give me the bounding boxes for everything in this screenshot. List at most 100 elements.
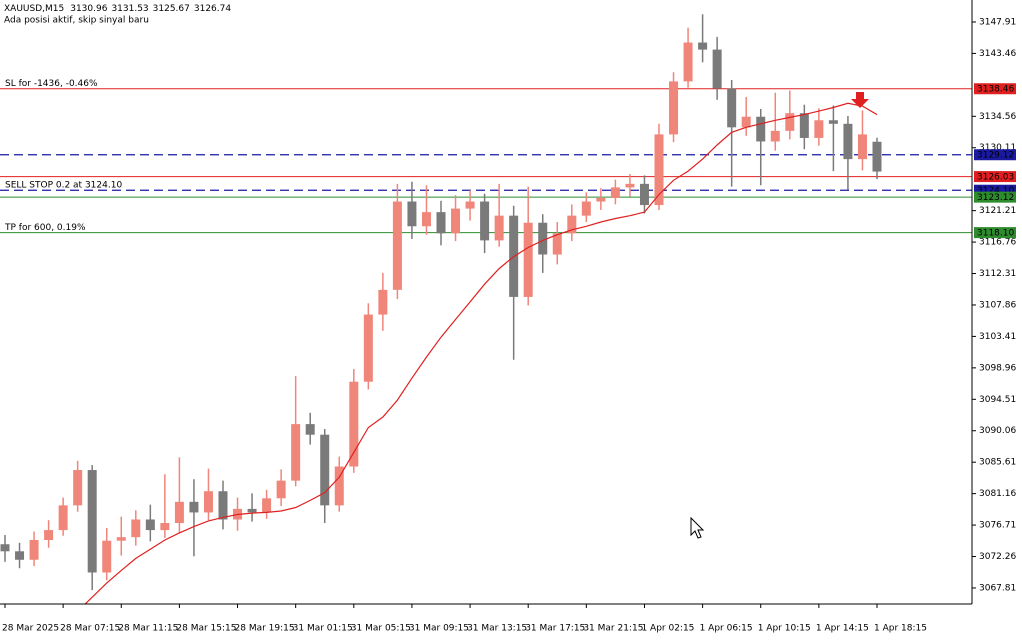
candle-body — [567, 215, 577, 234]
candle-body — [349, 381, 359, 467]
y-tick-label: 3094.51 — [979, 395, 1016, 405]
x-tick-label: 31 Mar 05:15 — [351, 624, 411, 634]
candle-body — [44, 530, 54, 540]
candle-body — [203, 491, 213, 513]
candle-body — [828, 120, 838, 124]
y-tick-label: 3098.96 — [979, 363, 1016, 373]
candle-body — [669, 81, 679, 135]
candle-body — [407, 201, 417, 227]
candle-body — [363, 314, 373, 382]
candle-body — [465, 201, 475, 209]
x-tick-label: 31 Mar 21:15 — [583, 624, 643, 634]
candle-body — [218, 491, 228, 520]
candle-body — [116, 537, 126, 541]
x-tick-label: 28 Mar 15:15 — [176, 624, 236, 634]
x-tick-label: 28 Mar 19:15 — [235, 624, 295, 634]
candle-body — [145, 519, 155, 531]
x-tick-label: 31 Mar 01:15 — [293, 624, 353, 634]
candle-body — [276, 480, 286, 499]
level-price-label: 3123.12 — [977, 193, 1014, 203]
x-tick-label: 1 Apr 14:15 — [816, 624, 869, 634]
candle-body — [131, 519, 141, 538]
candle-body — [189, 501, 199, 513]
level-price-box — [974, 191, 1016, 203]
candle-body — [305, 424, 315, 435]
candle-body — [581, 201, 591, 216]
moving-average-line — [84, 102, 878, 604]
candle-body — [29, 539, 39, 560]
y-tick-label: 3072.26 — [979, 552, 1016, 562]
candle-body — [102, 540, 112, 573]
candle-body — [814, 120, 824, 138]
candle-body — [538, 222, 548, 255]
candle-body — [262, 498, 272, 513]
candle-body — [523, 222, 533, 297]
candle-body — [785, 113, 795, 131]
x-tick-label: 31 Mar 17:15 — [525, 624, 585, 634]
level-price-label: 3138.46 — [977, 85, 1014, 95]
candle-body — [320, 434, 330, 506]
level-annotation: TP for 600, 0.19% — [4, 223, 86, 233]
candle-body — [0, 544, 10, 552]
candle-body — [436, 212, 446, 234]
candle-body — [712, 49, 722, 89]
candle-body — [857, 134, 867, 160]
x-tick-label: 28 Mar 11:15 — [118, 624, 178, 634]
y-tick-label: 3116.76 — [979, 238, 1016, 248]
candle-body — [174, 501, 184, 524]
level-price-box — [974, 184, 1016, 196]
axes: 3147.91 3143.46 3134.56 3130.11 3121.21 3116.… — [2, 17, 1016, 633]
y-tick-label: 3147.91 — [979, 17, 1016, 27]
candle-body — [552, 233, 562, 255]
candle-body — [727, 88, 737, 128]
y-tick-label: 3107.86 — [979, 300, 1016, 310]
candle-body — [421, 212, 431, 227]
candle-body — [15, 551, 25, 560]
candle-body — [392, 201, 402, 290]
candle-body — [654, 134, 664, 206]
candle-body — [291, 424, 301, 481]
y-tick-label: 3121.21 — [979, 206, 1016, 216]
mouse-cursor — [690, 516, 705, 539]
subtitle: Ada posisi aktif, skip sinyal baru — [4, 16, 149, 26]
moving-average — [84, 102, 878, 604]
candles — [0, 14, 882, 591]
candle-body — [73, 470, 83, 506]
level-price-box — [974, 83, 1016, 95]
y-tick-label: 3103.41 — [979, 332, 1016, 342]
y-tick-label: 3112.31 — [979, 269, 1016, 279]
x-tick-label: 1 Apr 02:15 — [641, 624, 694, 634]
candle-body — [639, 183, 649, 206]
header: XAUUSD,M15 3130.96 3131.53 3125.67 3126.74 — [4, 4, 231, 14]
x-tick-label: 31 Mar 09:15 — [409, 624, 469, 634]
candle-body — [799, 113, 809, 138]
x-tick-label: 28 Mar 07:15 — [60, 624, 120, 634]
y-tick-label: 3085.61 — [979, 458, 1016, 468]
level-price-label: 3126.03 — [977, 173, 1014, 183]
y-tick-label: 3143.46 — [979, 49, 1016, 59]
x-tick-label: 1 Apr 06:15 — [700, 624, 753, 634]
y-tick-label: 3076.71 — [979, 521, 1016, 531]
x-tick-label: 31 Mar 13:15 — [467, 624, 527, 634]
candle-body — [741, 116, 751, 128]
level-annotation: SELL STOP 0.2 at 3124.10 — [5, 181, 122, 191]
candle-body — [334, 466, 344, 506]
candle-body — [247, 508, 257, 513]
candle-body — [378, 289, 388, 315]
x-tick-label: 28 Mar 2025 — [2, 624, 59, 634]
candle-body — [58, 505, 68, 531]
y-tick-label: 3081.16 — [979, 489, 1016, 499]
candle-body — [683, 42, 693, 82]
candle-body — [480, 201, 490, 241]
candle-body — [451, 208, 461, 234]
level-price-label: 3124.10 — [977, 186, 1014, 196]
sell-arrow — [851, 92, 869, 108]
x-tick-label: 1 Apr 18:15 — [874, 624, 927, 634]
candle-body — [596, 197, 606, 202]
candle-body — [610, 187, 620, 198]
x-tick-label: 1 Apr 10:15 — [758, 624, 811, 634]
y-tick-label: 3090.06 — [979, 426, 1016, 436]
candle-body — [843, 123, 853, 160]
